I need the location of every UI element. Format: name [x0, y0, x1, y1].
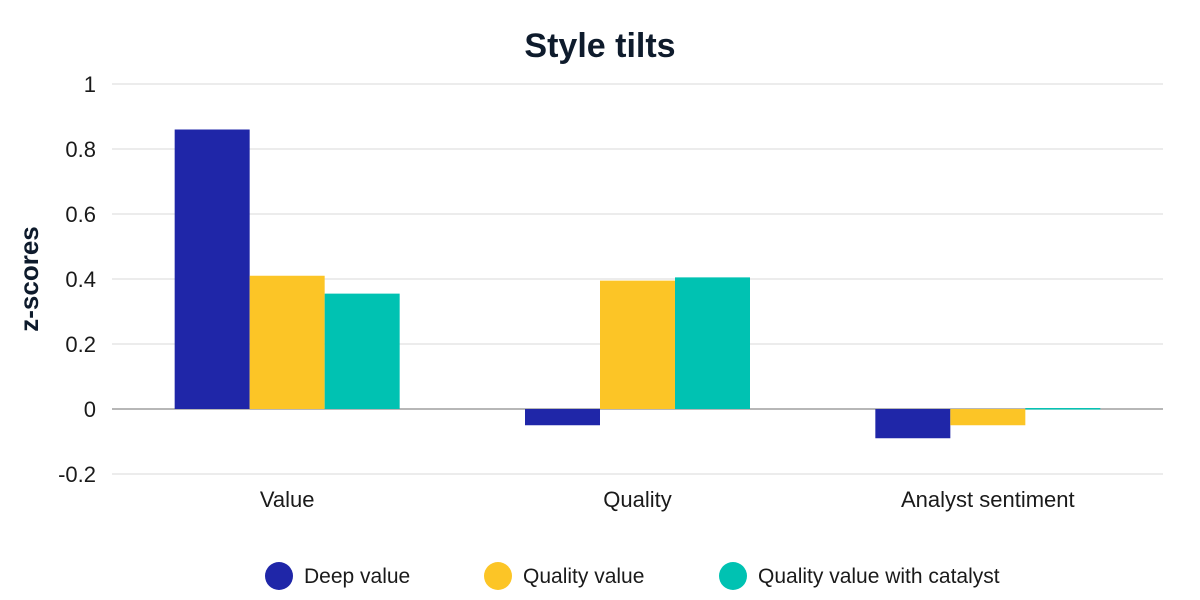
bars — [174, 129, 1101, 439]
y-tick-label: 0.8 — [65, 137, 96, 162]
bar — [525, 409, 600, 426]
legend-swatch — [719, 562, 747, 590]
bar — [600, 280, 675, 409]
x-axis-categories: Value Quality Analyst sentiment — [260, 487, 1075, 512]
legend-item: Quality value — [484, 562, 644, 590]
bar — [249, 275, 325, 409]
bar — [324, 293, 400, 409]
y-tick-label: -0.2 — [58, 462, 96, 487]
legend-label: Quality value with catalyst — [758, 565, 1000, 588]
legend: Deep value Quality value Quality value wit… — [265, 562, 1000, 590]
bar — [875, 409, 951, 439]
y-tick-label: 0.6 — [65, 202, 96, 227]
legend-swatch — [484, 562, 512, 590]
legend-label: Quality value — [523, 565, 644, 588]
y-tick-label: 0.4 — [65, 267, 96, 292]
y-tick-label: 0.2 — [65, 332, 96, 357]
y-axis-ticks: 1 0.8 0.6 0.4 0.2 0 -0.2 — [58, 72, 96, 487]
legend-item: Deep value — [265, 562, 410, 590]
y-axis-label: z-scores — [14, 226, 44, 332]
x-category-label: Quality — [603, 487, 671, 512]
y-tick-label: 0 — [84, 397, 96, 422]
bar — [1025, 408, 1101, 410]
chart-title: Style tilts — [524, 27, 675, 65]
x-category-label: Value — [260, 487, 315, 512]
bar — [675, 277, 750, 409]
y-tick-label: 1 — [84, 72, 96, 97]
bar — [950, 409, 1026, 426]
x-category-label: Analyst sentiment — [901, 487, 1075, 512]
legend-item: Quality value with catalyst — [719, 562, 1000, 590]
legend-label: Deep value — [304, 565, 410, 588]
legend-swatch — [265, 562, 293, 590]
bar — [174, 129, 250, 409]
